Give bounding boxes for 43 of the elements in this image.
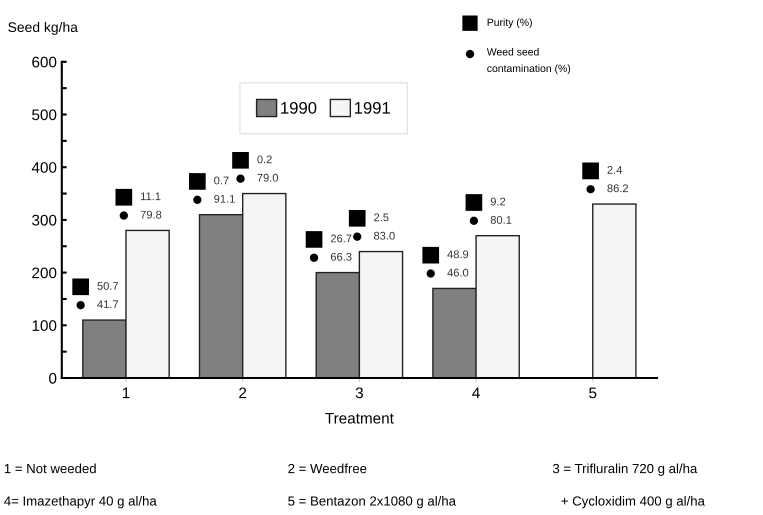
annotation: 50.7: [97, 282, 118, 290]
y-tick-label: 200: [32, 267, 56, 278]
text: 5 = Bentazon 2x1080 g al/ha: [288, 496, 456, 508]
x-tick-label: 4: [472, 388, 480, 398]
annotation: Weed seed contamination (%): [486, 48, 570, 74]
y-tick-label: 600: [32, 56, 56, 68]
annotation: 46.0: [447, 268, 468, 277]
annotation: 0.2: [257, 155, 272, 164]
annotation: 2.5: [374, 213, 389, 222]
y-tick-label: 0: [49, 372, 56, 384]
annotation: 11.1: [141, 192, 160, 200]
annotation: 48.9: [447, 250, 468, 258]
annotation: 86.2: [607, 184, 628, 192]
text: Purity (%): [488, 18, 532, 28]
text: + Cycloxidim 400 g al/ha: [561, 496, 705, 508]
text: 2 = Weedfree: [288, 464, 366, 474]
y-tick-label: 400: [32, 162, 56, 173]
bar: [592, 203, 637, 378]
annotation: 0.7: [214, 176, 229, 184]
x-tick-label: 5: [589, 388, 596, 398]
text: 4= Imazethapyr 40 g al/ha: [4, 496, 157, 508]
x-axis-title: Treatment: [325, 412, 394, 424]
annotation: 41.7: [97, 300, 118, 308]
annotation: 80.1: [490, 216, 512, 224]
legend-label: 1991: [354, 102, 390, 114]
annotation: 91.1: [214, 194, 235, 203]
annotation: 66.3: [330, 252, 352, 261]
annotation: 26.7: [330, 234, 352, 242]
annotation: 83.0: [374, 232, 395, 240]
x-tick-label: 1: [122, 388, 130, 398]
y-tick-label: 500: [32, 109, 56, 120]
x-tick-label: 2: [239, 387, 246, 398]
text: 1 = Not weeded: [4, 464, 96, 474]
annotation: 79.8: [140, 210, 162, 219]
text: 3 = Trifluralin 720 g al/ha: [552, 464, 698, 476]
y-tick-label: 300: [32, 214, 56, 226]
legend-label: 1990: [281, 102, 316, 114]
y-axis-title: Seed kg/ha: [8, 22, 78, 35]
y-tick-label: 100: [32, 320, 56, 331]
annotation: 9.2: [490, 198, 506, 206]
x-tick-label: 3: [356, 387, 363, 398]
annotation: 2.4: [608, 166, 622, 174]
annotation: 79.0: [257, 174, 278, 182]
